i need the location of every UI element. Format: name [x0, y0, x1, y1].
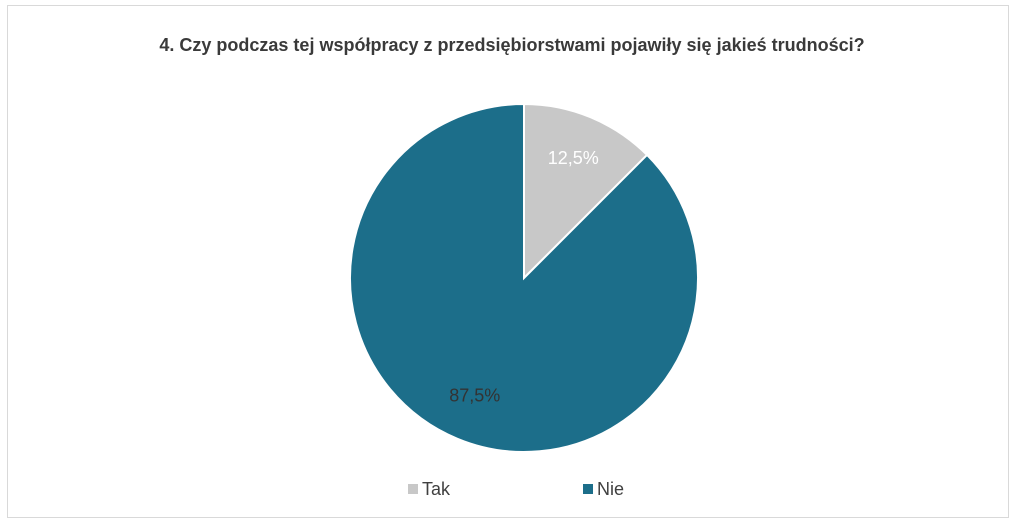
- chart-title: 4. Czy podczas tej współpracy z przedsię…: [159, 35, 865, 55]
- data-label: 87,5%: [449, 386, 500, 406]
- legend-swatch: [408, 484, 418, 494]
- legend-label: Tak: [422, 479, 451, 499]
- legend-label: Nie: [597, 479, 624, 499]
- legend-swatch: [583, 484, 593, 494]
- pie-slice: [349, 102, 699, 453]
- chart-border: [7, 5, 1009, 518]
- pie-slice: [523, 102, 649, 281]
- data-label: 12,5%: [548, 148, 599, 168]
